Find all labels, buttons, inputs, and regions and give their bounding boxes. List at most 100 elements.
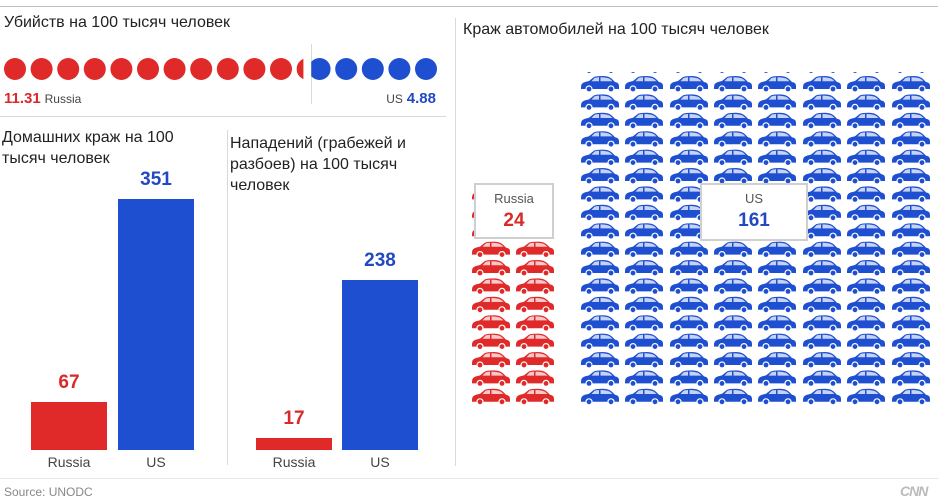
- car-us: [803, 131, 841, 148]
- car-us: [758, 149, 796, 167]
- car-us: [847, 315, 885, 332]
- bar-us: [342, 279, 418, 450]
- car-us: [803, 72, 841, 75]
- car-us: [758, 72, 796, 75]
- cars-us-value: 161: [738, 210, 770, 231]
- car-us: [803, 388, 841, 406]
- divider-cars: [455, 18, 456, 466]
- car-us: [847, 260, 885, 277]
- car-us: [714, 333, 752, 351]
- car-russia: [516, 370, 554, 387]
- car-us: [625, 131, 663, 148]
- top-rule: [0, 6, 938, 7]
- car-us: [625, 76, 663, 93]
- car-us: [670, 76, 708, 93]
- cars-russia-value: 24: [503, 210, 525, 231]
- car-us: [625, 223, 663, 240]
- car-russia: [516, 278, 554, 295]
- car-us: [847, 223, 885, 240]
- car-us: [847, 72, 885, 75]
- bar-category-russia: Russia: [272, 454, 316, 470]
- car-us: [892, 352, 930, 369]
- car-us: [758, 352, 796, 369]
- assault-chart: 17 Russia 238 US: [228, 160, 446, 475]
- murder-dot-russia: [216, 58, 239, 80]
- car-us: [581, 149, 619, 167]
- car-us: [892, 94, 930, 111]
- car-russia: [472, 370, 510, 387]
- murder-russia-value: 11.31: [4, 90, 41, 107]
- car-us: [625, 370, 663, 387]
- murder-dot-russia: [83, 58, 106, 80]
- car-russia: [516, 388, 554, 406]
- car-us: [892, 149, 930, 167]
- car-us: [581, 352, 619, 369]
- murder-dot-russia: [110, 58, 133, 80]
- car-us: [803, 370, 841, 387]
- car-us: [625, 94, 663, 111]
- murder-dot-us: [361, 58, 384, 80]
- car-us: [803, 315, 841, 332]
- car-us: [625, 296, 663, 314]
- car-us: [714, 72, 752, 75]
- car-us: [892, 72, 930, 75]
- car-russia: [472, 296, 510, 314]
- car-us: [847, 388, 885, 406]
- car-us: [625, 112, 663, 130]
- car-us: [625, 278, 663, 295]
- car-us: [714, 241, 752, 259]
- bar-russia: [256, 437, 332, 450]
- car-us: [758, 241, 796, 259]
- car-russia: [516, 333, 554, 351]
- cars-us-box: US 161: [700, 183, 808, 241]
- car-us: [670, 241, 708, 259]
- car-us: [581, 204, 619, 222]
- car-us: [581, 388, 619, 406]
- car-us: [847, 168, 885, 185]
- car-us: [803, 223, 841, 240]
- car-russia: [472, 352, 510, 369]
- car-us: [670, 296, 708, 314]
- car-us: [758, 131, 796, 148]
- car-us: [670, 260, 708, 277]
- divider-burglary: [227, 130, 228, 465]
- car-us: [892, 278, 930, 295]
- car-us: [758, 112, 796, 130]
- car-us: [581, 296, 619, 314]
- murder-russia-name: Russia: [44, 92, 82, 106]
- murder-dot-russia: [270, 58, 292, 80]
- car-us: [803, 186, 841, 203]
- car-us: [892, 370, 930, 387]
- murder-dot-us-partial: [311, 58, 331, 80]
- car-us: [803, 76, 841, 93]
- car-us: [581, 370, 619, 387]
- car-us: [714, 296, 752, 314]
- car-us: [581, 72, 619, 75]
- murder-us-value: 4.88: [406, 90, 436, 107]
- car-us: [803, 204, 841, 222]
- car-us: [670, 278, 708, 295]
- car-us: [892, 131, 930, 148]
- car-us: [625, 168, 663, 185]
- car-us: [847, 296, 885, 314]
- murder-dot-russia: [190, 58, 213, 80]
- car-us: [758, 76, 796, 93]
- car-russia: [472, 388, 510, 406]
- murder-dot-russia: [30, 58, 53, 80]
- car-russia: [472, 241, 510, 259]
- divider-horizontal: [0, 116, 446, 117]
- car-us: [803, 333, 841, 351]
- car-russia: [516, 352, 554, 369]
- car-us: [581, 223, 619, 240]
- car-us: [758, 370, 796, 387]
- car-us: [892, 388, 930, 406]
- car-us: [670, 112, 708, 130]
- murder-dots: [4, 58, 437, 80]
- car-us: [670, 370, 708, 387]
- car-russia: [516, 260, 554, 277]
- cars-us-name: US: [744, 191, 764, 206]
- car-us: [892, 296, 930, 314]
- car-russia: [516, 315, 554, 332]
- car-us: [625, 260, 663, 277]
- car-us: [892, 76, 930, 93]
